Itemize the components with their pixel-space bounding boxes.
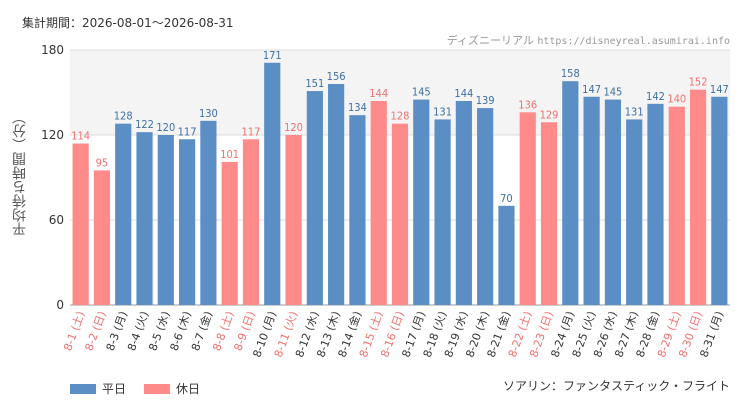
bar	[391, 123, 409, 306]
bar-value-label: 130	[199, 107, 218, 120]
legend: 平日 休日	[70, 380, 200, 397]
bar-value-label: 151	[305, 77, 324, 90]
bar-value-label: 122	[135, 118, 154, 131]
bar	[179, 139, 196, 305]
bar-value-label: 144	[369, 87, 388, 100]
bar	[540, 122, 558, 305]
bar-value-label: 147	[582, 83, 601, 96]
bar-value-label: 114	[71, 130, 90, 143]
bar	[264, 62, 281, 305]
bar-value-label: 131	[625, 105, 644, 118]
bar	[93, 170, 111, 305]
bar	[115, 123, 132, 306]
bar-value-label: 152	[689, 76, 708, 89]
bar	[711, 96, 728, 305]
bar	[285, 135, 302, 305]
bar	[136, 132, 153, 305]
attraction-name: ソアリン：ファンタスティック・フライト	[502, 379, 730, 393]
bar	[157, 135, 174, 305]
bar	[328, 84, 345, 305]
site-name: ディズニーリアル	[446, 34, 534, 47]
bar-value-label: 128	[391, 110, 410, 123]
y-tick-label: 0	[56, 298, 64, 312]
bar	[72, 143, 89, 305]
bar-value-label: 120	[156, 121, 175, 134]
y-tick-label: 120	[41, 128, 64, 142]
legend-swatch-holiday	[144, 383, 171, 394]
period-label: 集計期間：2026-08-01〜2026-08-31	[22, 16, 234, 30]
bar	[349, 115, 366, 306]
bar	[370, 101, 387, 305]
bar	[242, 139, 260, 305]
bar	[498, 205, 515, 305]
bar	[477, 108, 494, 305]
bar-value-label: 144	[454, 87, 473, 100]
bar	[647, 103, 664, 305]
bar	[668, 106, 685, 306]
legend-item-holiday: 休日	[144, 380, 200, 397]
bar	[562, 81, 579, 306]
bar-value-label: 145	[603, 86, 622, 99]
bar-value-label: 140	[667, 93, 686, 106]
y-tick-label: 60	[49, 213, 64, 227]
bar-value-label: 120	[284, 121, 303, 134]
bar-value-label: 136	[518, 98, 537, 111]
bar-value-label: 142	[646, 90, 665, 103]
bar-value-label: 156	[327, 70, 346, 83]
bar-value-label: 158	[561, 67, 580, 80]
bar-value-label: 139	[476, 94, 495, 107]
bar	[221, 161, 238, 305]
bar	[200, 120, 217, 305]
bar-value-label: 117	[242, 125, 261, 138]
bar-value-label: 129	[540, 108, 559, 121]
legend-label-holiday: 休日	[176, 382, 201, 396]
bar-value-label: 128	[114, 110, 133, 123]
bar-value-label: 147	[710, 83, 729, 96]
bar	[455, 101, 472, 305]
legend-item-weekday: 平日	[70, 380, 126, 397]
bar-value-label: 131	[433, 105, 452, 118]
bar	[689, 89, 707, 306]
bar	[626, 119, 643, 306]
bar-value-label: 70	[500, 192, 513, 205]
bar-value-label: 95	[96, 156, 109, 169]
y-tick-label: 180	[41, 43, 64, 57]
bar	[434, 119, 451, 306]
bar	[519, 112, 536, 305]
bar	[583, 96, 600, 305]
bar	[413, 99, 430, 305]
site-attribution: ディズニーリアル https://disneyreal.asumirai.inf…	[447, 32, 730, 48]
legend-swatch-weekday	[70, 383, 96, 394]
bar-value-label: 171	[263, 49, 282, 62]
bar-value-label: 134	[348, 101, 367, 114]
site-url[interactable]: https://disneyreal.asumirai.info	[537, 36, 730, 47]
bar	[604, 99, 621, 305]
bar	[306, 91, 323, 305]
bar-value-label: 117	[178, 125, 197, 138]
bar-value-label: 101	[220, 148, 239, 161]
legend-label-weekday: 平日	[102, 382, 127, 396]
bar-value-label: 145	[412, 86, 431, 99]
